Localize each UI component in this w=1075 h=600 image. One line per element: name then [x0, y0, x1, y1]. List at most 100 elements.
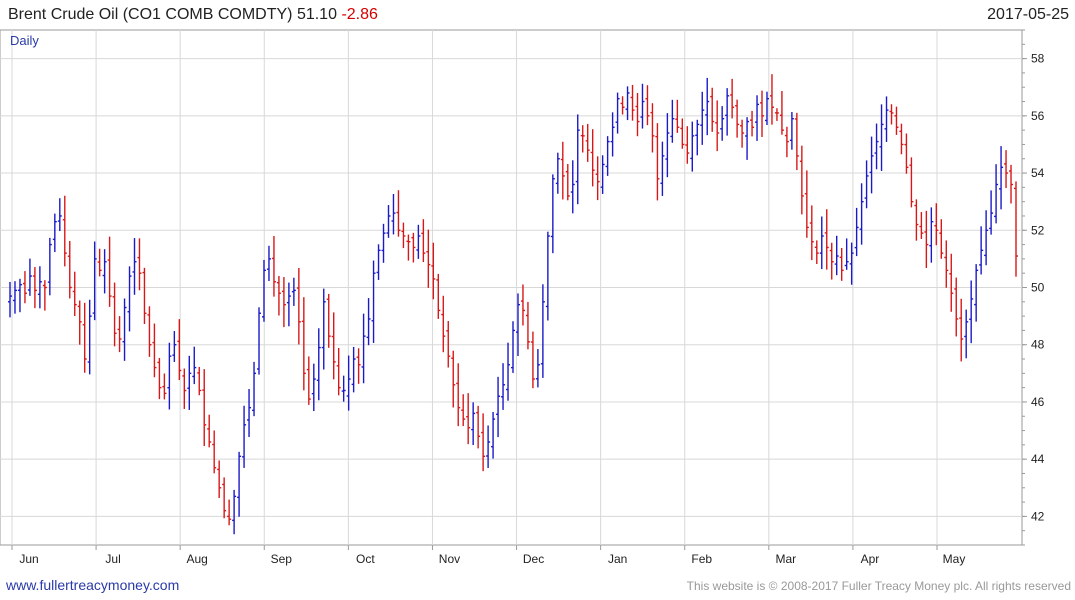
price-bar [844, 238, 849, 270]
price-bar [406, 234, 411, 261]
price-bar [884, 96, 889, 142]
price-bar [436, 273, 441, 319]
price-bar [814, 240, 819, 264]
price-bar [202, 369, 207, 447]
y-tick-label: 42 [1031, 509, 1045, 523]
y-tick-label: 48 [1031, 338, 1045, 352]
price-bar [321, 288, 326, 370]
price-bar [919, 212, 924, 240]
x-tick-label: Aug [187, 552, 208, 566]
price-bar [735, 99, 740, 138]
price-bar [760, 90, 765, 137]
price-bar [421, 219, 426, 263]
price-bar [670, 99, 675, 143]
price-bar [212, 430, 217, 474]
period-label: Daily [10, 33, 39, 48]
price-bar [476, 405, 481, 449]
price-bar [376, 244, 381, 280]
x-tick-label: Sep [271, 552, 293, 566]
price-bar [197, 366, 202, 396]
price-bar [939, 219, 944, 259]
price-bar [356, 348, 361, 384]
price-bar [107, 236, 112, 307]
y-axis: 42 44 46 48 50 52 54 56 58 [1022, 29, 1045, 546]
y-tick-label: 54 [1031, 166, 1045, 180]
price-bar [640, 83, 645, 129]
price-bar [560, 141, 565, 200]
last-price: 51.10 [296, 6, 337, 23]
price-bar [725, 88, 730, 136]
price-bar [1004, 150, 1009, 189]
price-bar [745, 117, 750, 160]
price-bar [426, 229, 431, 288]
price-bar [252, 361, 257, 417]
site-link[interactable]: www.fullertreacymoney.com [6, 577, 180, 593]
price-bar [346, 355, 351, 411]
price-bar [555, 152, 560, 194]
price-bar [127, 266, 132, 332]
grid-lines [0, 30, 1022, 545]
chart-title: Brent Crude Oil (CO1 COMB COMDTY) 51.10 … [8, 6, 378, 24]
price-bar [764, 91, 769, 126]
chart-header: Brent Crude Oil (CO1 COMB COMDTY) 51.10 … [0, 0, 1075, 28]
price-bar [834, 235, 839, 276]
price-bar [949, 253, 954, 312]
price-bar [311, 363, 316, 412]
price-bar [515, 293, 520, 356]
price-bar [451, 350, 456, 408]
price-bar [774, 108, 779, 121]
price-bar [989, 190, 994, 235]
price-bar [286, 282, 291, 327]
price-bar [934, 203, 939, 246]
price-bar [306, 356, 311, 405]
price-bar [167, 342, 172, 410]
price-bar [296, 267, 301, 345]
price-bar [147, 306, 152, 357]
price-bar [192, 346, 197, 385]
price-bar [391, 193, 396, 235]
price-bar [276, 275, 281, 316]
price-bar [984, 210, 989, 266]
price-bar [585, 123, 590, 162]
price-bar [57, 198, 62, 232]
price-bar [864, 160, 869, 209]
price-bar [461, 394, 466, 427]
price-bar [486, 425, 491, 468]
price-bar [97, 248, 102, 277]
price-bar [182, 368, 187, 409]
price-bar [924, 210, 929, 268]
price-bar [187, 355, 192, 410]
y-tick-label: 56 [1031, 109, 1045, 123]
price-bar [769, 74, 774, 125]
price-bar [794, 112, 799, 171]
price-bar [954, 277, 959, 337]
x-tick-label: Feb [691, 552, 712, 566]
price-bar [849, 242, 854, 285]
price-bar [271, 235, 276, 297]
price-bar [565, 163, 570, 201]
price-bar [37, 266, 42, 309]
price-bar [316, 328, 321, 401]
price-bar [595, 156, 600, 201]
price-bar [142, 267, 147, 325]
price-bar [137, 238, 142, 291]
price-bar [177, 319, 182, 381]
price-bar [132, 238, 137, 295]
price-bar [471, 402, 476, 446]
price-bar [994, 164, 999, 224]
price-bar [635, 92, 640, 137]
price-bar [446, 320, 451, 368]
price-bar [705, 77, 710, 136]
x-tick-label: Nov [439, 552, 460, 566]
price-bar [72, 271, 77, 317]
price-bar [964, 309, 969, 359]
price-bar [341, 375, 346, 402]
price-bar [381, 223, 386, 263]
price-bar [82, 302, 87, 373]
price-bar [660, 141, 665, 196]
price-bar [615, 92, 620, 134]
price-bar [710, 87, 715, 132]
price-bar [600, 155, 605, 194]
x-tick-label: Mar [775, 552, 796, 566]
price-bar [899, 123, 904, 155]
